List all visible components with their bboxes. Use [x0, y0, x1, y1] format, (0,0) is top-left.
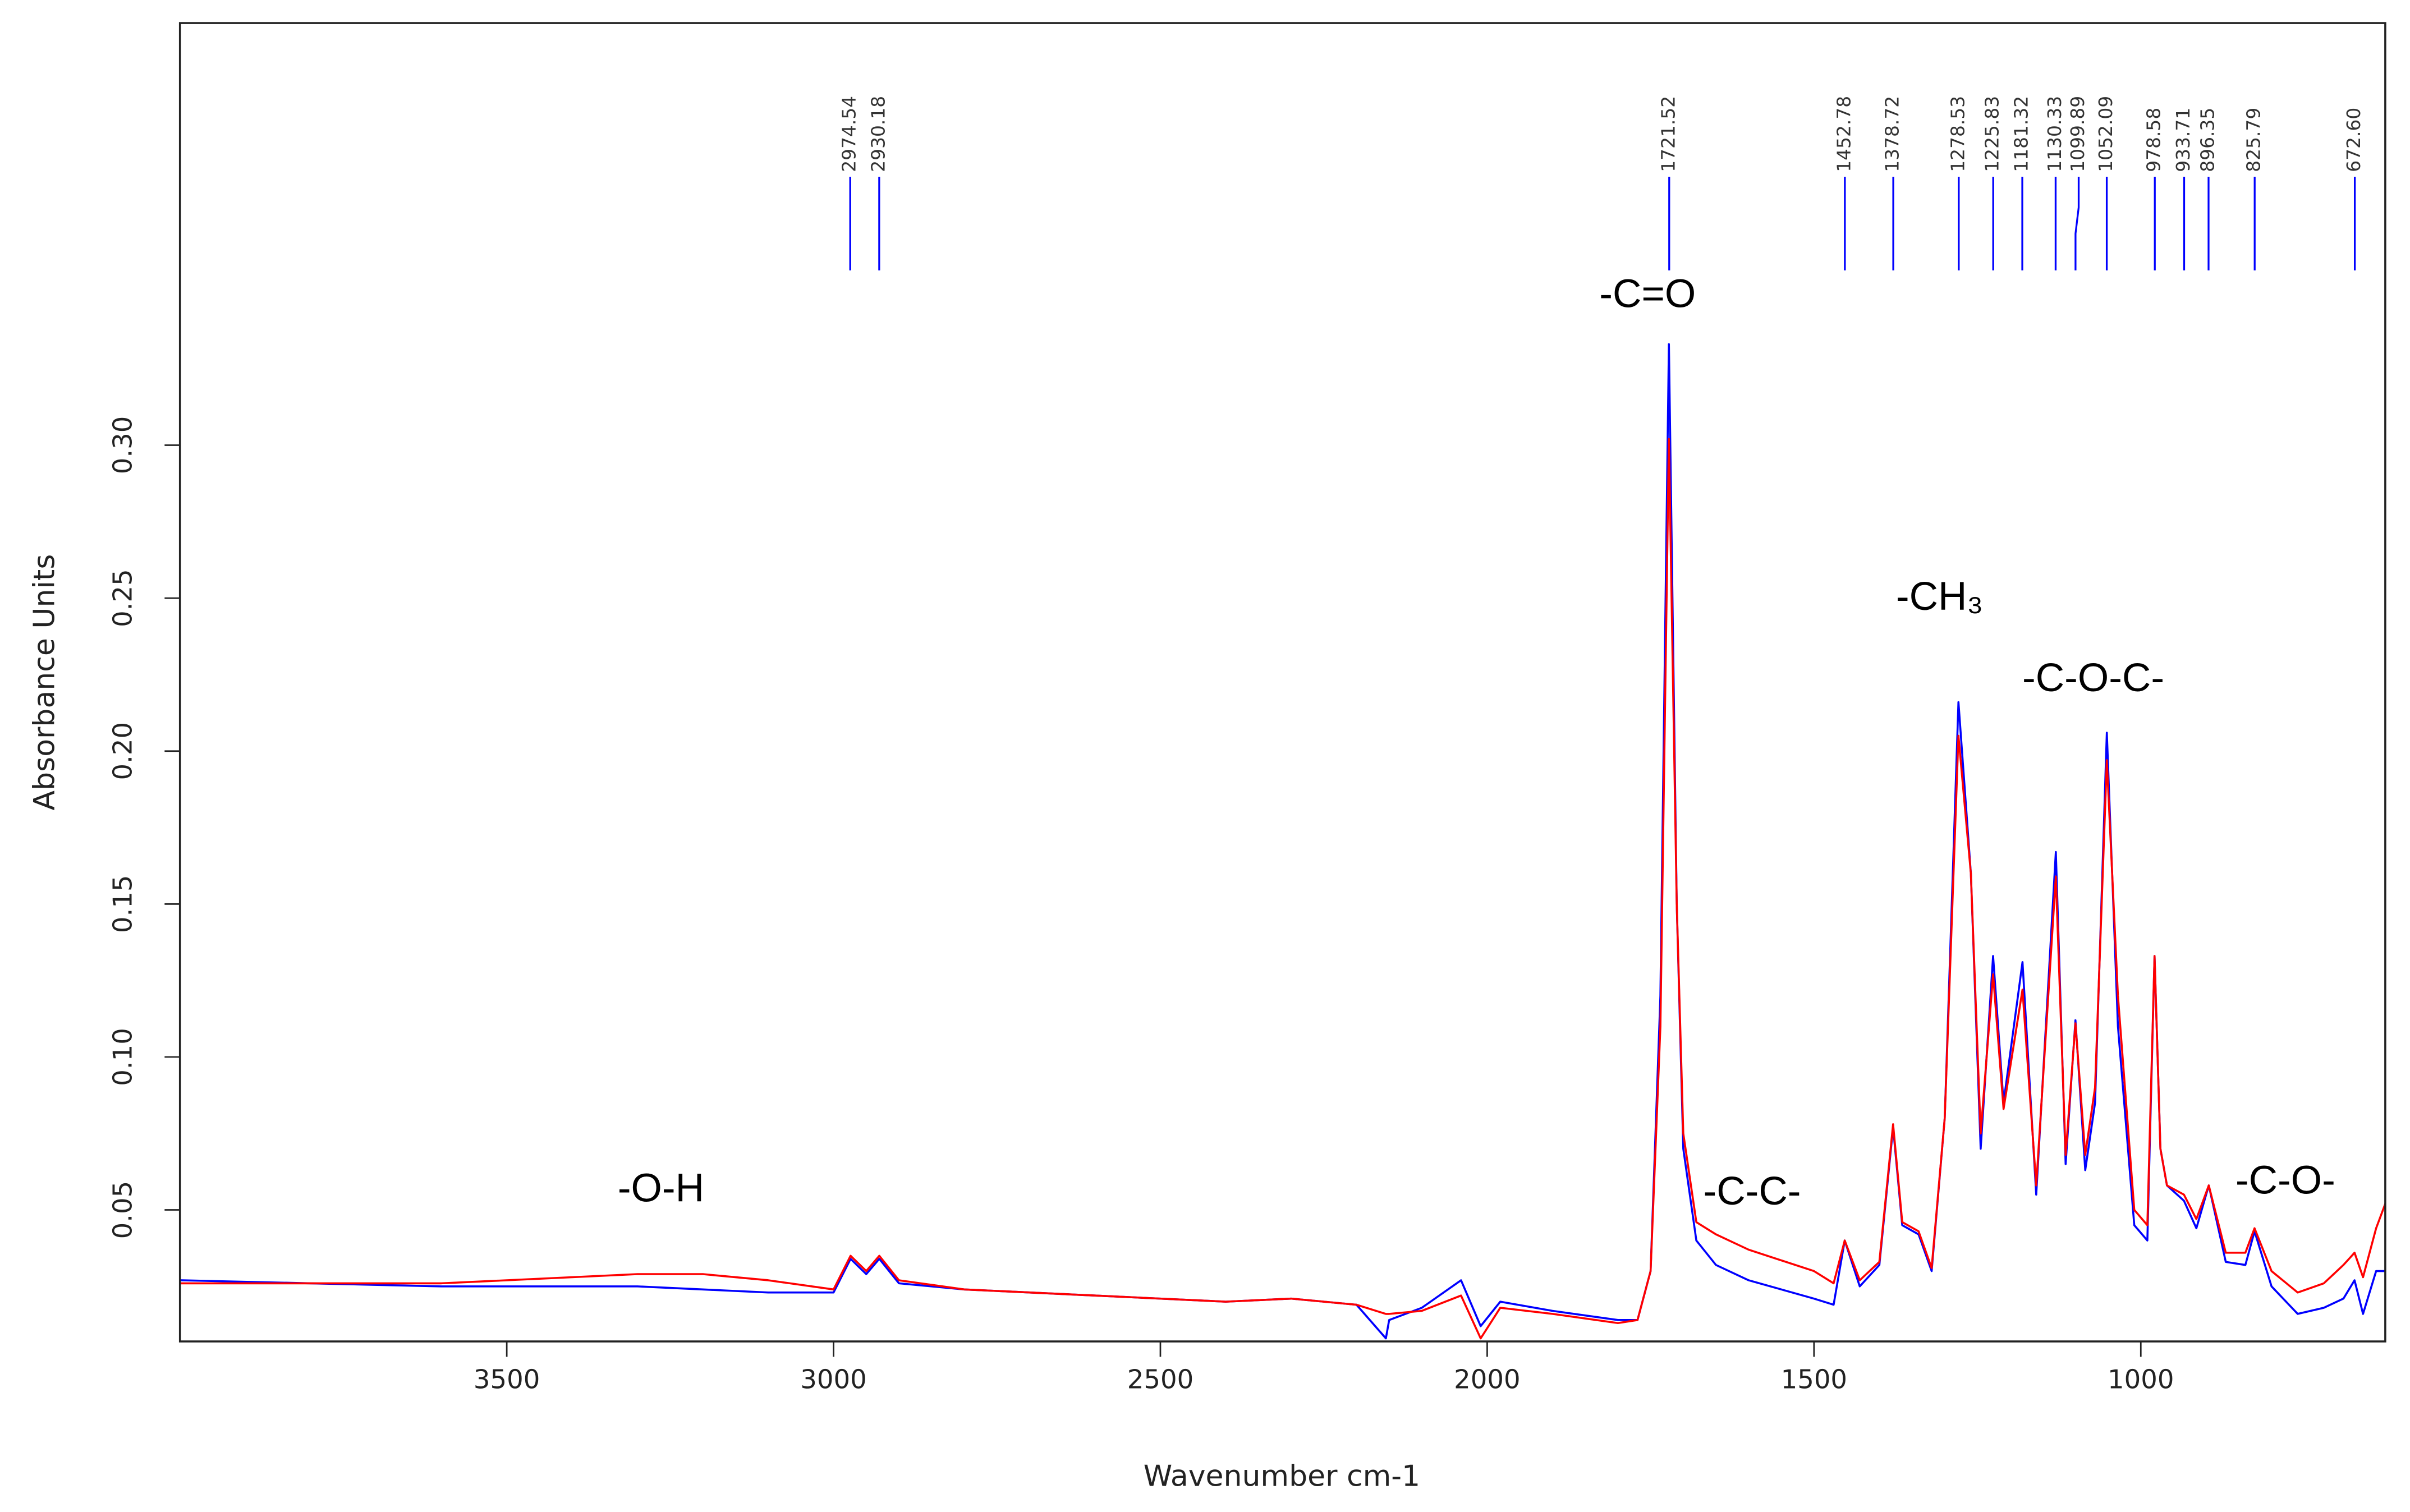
y-tick-label: 0.25 — [108, 569, 138, 627]
band-annotation: -C-O- — [2235, 1159, 2335, 1203]
peak-label: 1099.89 — [2067, 96, 2088, 172]
peak-label: 2930.18 — [867, 96, 889, 172]
peak-label: 978.58 — [2143, 108, 2165, 172]
peak-label: 1225.83 — [1981, 96, 2003, 172]
y-tick-label: 0.10 — [108, 1028, 138, 1086]
peak-label: 1181.32 — [2010, 96, 2032, 172]
peak-label: 672.60 — [2343, 108, 2365, 172]
band-annotation: -O-H — [618, 1166, 704, 1210]
x-tick-label: 2500 — [1127, 1364, 1193, 1395]
x-axis-label: Wavenumber cm-1 — [1144, 1460, 1420, 1493]
x-tick-label: 3500 — [474, 1364, 540, 1395]
peak-marker — [2074, 176, 2080, 271]
peak-label: 933.71 — [2172, 108, 2194, 172]
x-tick-label: 1000 — [2108, 1364, 2174, 1395]
peak-label: 1278.53 — [1947, 96, 1968, 172]
band-annotation: -C=O — [1599, 272, 1696, 316]
spectrum-line — [180, 438, 2385, 1340]
x-tick-label: 3000 — [800, 1364, 866, 1395]
peak-label: 896.35 — [2196, 108, 2218, 172]
band-annotation: -C-O-C- — [2022, 656, 2164, 700]
y-tick-label: 0.20 — [108, 722, 138, 780]
band-annotation: -CH₃ — [1896, 575, 1984, 619]
y-axis-label: Absorbance Units — [27, 554, 61, 811]
band-annotation: -C-C- — [1704, 1169, 1801, 1214]
peak-label: 1052.09 — [2095, 96, 2117, 172]
plot-frame — [178, 22, 2386, 1343]
plot-area — [180, 343, 2385, 1340]
peak-label: 2974.54 — [838, 96, 860, 172]
peak-label: 1378.72 — [1881, 96, 1903, 172]
peak-label: 825.79 — [2243, 108, 2265, 172]
x-tick-label: 2000 — [1454, 1364, 1520, 1395]
peak-label: 1721.52 — [1657, 96, 1679, 172]
y-tick-label: 0.30 — [108, 416, 138, 475]
y-tick-label: 0.05 — [108, 1181, 138, 1239]
peak-label: 1130.33 — [2044, 96, 2065, 172]
peak-label: 1452.78 — [1833, 96, 1854, 172]
x-tick-label: 1500 — [1781, 1364, 1847, 1395]
y-tick-label: 0.15 — [108, 875, 138, 934]
